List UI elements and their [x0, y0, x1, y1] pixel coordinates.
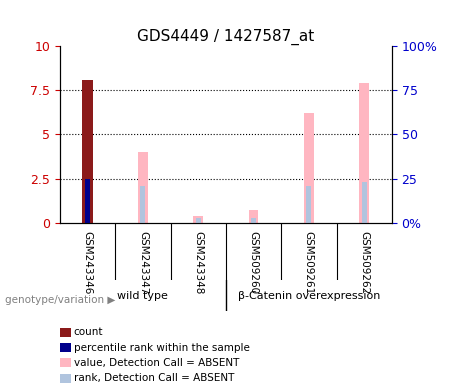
Text: value, Detection Call = ABSENT: value, Detection Call = ABSENT — [74, 358, 239, 368]
Text: percentile rank within the sample: percentile rank within the sample — [74, 343, 250, 353]
Bar — [251, 218, 256, 223]
Text: GSM243348: GSM243348 — [193, 231, 203, 295]
Text: genotype/variation ▶: genotype/variation ▶ — [5, 295, 115, 305]
Bar — [196, 218, 201, 223]
Text: rank, Detection Call = ABSENT: rank, Detection Call = ABSENT — [74, 373, 234, 383]
Bar — [85, 179, 90, 223]
Text: GSM243346: GSM243346 — [83, 231, 93, 295]
Text: GSM509260: GSM509260 — [248, 231, 259, 295]
Text: GSM509262: GSM509262 — [359, 231, 369, 295]
Bar — [307, 185, 311, 223]
Bar — [82, 79, 94, 223]
Text: wild type: wild type — [118, 291, 168, 301]
Text: count: count — [74, 327, 103, 337]
Bar — [248, 210, 258, 223]
Bar — [138, 152, 148, 223]
Bar — [141, 185, 145, 223]
Text: β-Catenin overexpression: β-Catenin overexpression — [238, 291, 380, 301]
Bar — [362, 182, 366, 223]
Text: GSM243347: GSM243347 — [138, 231, 148, 295]
Title: GDS4449 / 1427587_at: GDS4449 / 1427587_at — [137, 28, 314, 45]
Text: GSM509261: GSM509261 — [304, 231, 314, 295]
Bar — [304, 113, 313, 223]
Bar — [193, 216, 203, 223]
Bar — [359, 83, 369, 223]
